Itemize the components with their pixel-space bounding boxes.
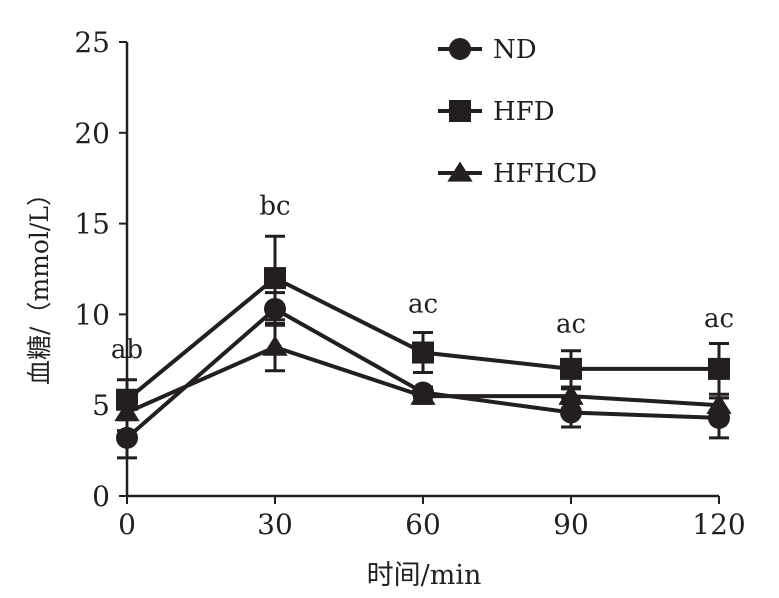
significance-label: ac [704, 304, 734, 334]
data-point-nd [560, 401, 582, 424]
y-tick-label: 15 [74, 208, 110, 241]
data-point-nd [264, 297, 286, 320]
x-tick-label: 120 [692, 508, 745, 541]
significance-label: ac [408, 290, 438, 320]
y-tick-label: 0 [92, 480, 110, 513]
legend-marker-hfd [449, 100, 471, 122]
data-point-hfd [412, 341, 434, 364]
annotations: ab bc ac ac ac [111, 192, 734, 365]
x-tick-label: 90 [553, 508, 589, 541]
significance-label: ab [111, 335, 143, 365]
data-point-hfhcd [706, 393, 732, 414]
data-markers [114, 267, 732, 449]
x-tick-label: 0 [118, 508, 136, 541]
significance-label: ac [556, 310, 586, 340]
x-axis-label: 时间/min [367, 560, 482, 591]
data-point-hfhcd [558, 384, 584, 405]
data-point-nd [116, 426, 138, 449]
legend-marker-nd [449, 38, 471, 60]
legend: ND HFD HFHCD [438, 35, 597, 189]
data-point-hfd [116, 388, 138, 411]
data-point-hfhcd [410, 384, 436, 405]
y-tick-label: 20 [74, 117, 110, 150]
data-point-hfd [264, 267, 286, 290]
data-point-hfhcd [262, 335, 288, 356]
legend-label-nd: ND [493, 35, 537, 65]
legend-marker-hfhcd [447, 161, 473, 182]
y-axis-label: 血糖/（mmol/L） [25, 181, 54, 385]
data-point-hfhcd [114, 400, 140, 422]
x-tick-label: 30 [257, 508, 293, 541]
axes: 0 30 60 90 120 0 5 10 15 20 25 [74, 26, 745, 541]
y-tick-label: 5 [92, 389, 110, 422]
legend-label-hfhcd: HFHCD [493, 159, 597, 189]
x-tick-label: 60 [405, 508, 441, 541]
data-point-hfd [560, 357, 582, 380]
y-tick-label: 10 [74, 298, 110, 331]
y-tick-label: 25 [74, 26, 110, 59]
legend-label-hfd: HFD [493, 97, 555, 127]
data-point-hfd [708, 357, 730, 380]
significance-label: bc [259, 192, 290, 222]
